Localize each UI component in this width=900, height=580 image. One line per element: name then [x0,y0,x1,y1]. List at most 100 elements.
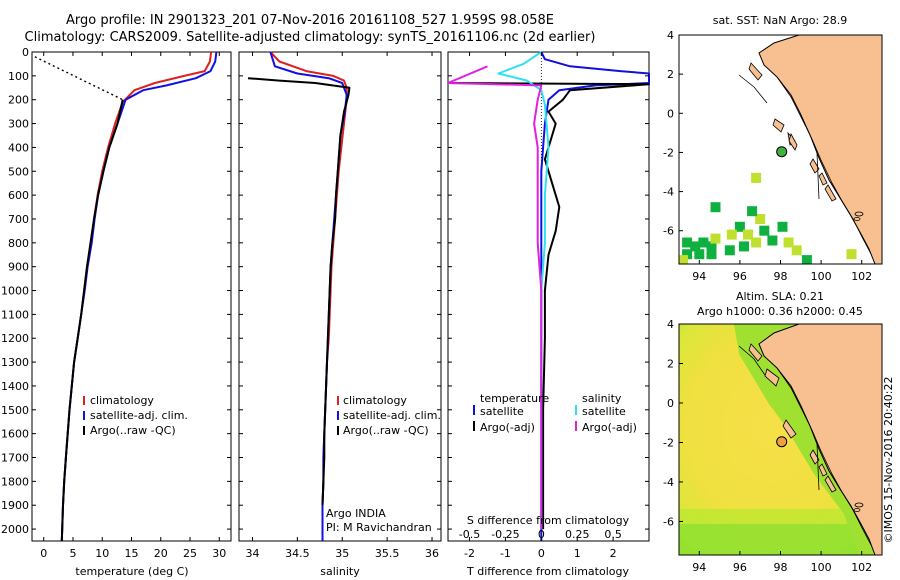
difference-xlabel: T difference from climatology [466,565,629,578]
temperature-axes-frame [31,51,232,542]
salinity-legend-sat: satellite-adj. clim. [343,409,441,422]
temperature-xlabel: temperature (deg C) [75,565,188,578]
depth-tick-label: 200 [8,94,29,107]
sla-map-plot [679,324,882,555]
sst-cell [679,255,689,264]
salinity-panel: 34 34.5 35 35.5 36 salinity climatology sate… [238,51,442,578]
depth-tick-label: 1900 [1,499,29,512]
temperature-legend-clim: climatology [90,394,154,407]
sst-cell [682,249,693,260]
temperature-xtick-label: 10 [95,547,109,560]
sst-cell [751,172,762,183]
sst-cell [690,241,701,252]
difference-series-t-satellite [540,51,650,541]
sst-cell-group [679,172,882,264]
imos-timestamp: ©IMOS 15-Nov-2016 20:40:22 [882,377,895,544]
sst-map-panel: sat. SST: NaN Argo: 28.9 94 96 98 100 102 4 2 0… [663,14,883,283]
sst-ytick-label: 2 [667,68,674,81]
difference-s-tick-label: -0.25 [491,528,519,541]
figure-title-line2: Climatology: CARS2009. Satellite-adjuste… [25,30,596,45]
difference-s-tick-label: 0 [538,528,545,541]
temperature-legend: climatology satellite-adj. clim. Argo(..… [83,394,188,437]
enggano-island-2 [853,217,861,221]
sla-shelf-contour-north [738,345,768,379]
depth-tick-label: 500 [8,165,29,178]
temperature-legend-argo: Argo(..raw -QC) [90,424,176,437]
sla-mentawai-line [816,443,820,491]
salinity-xtick-label: 34.5 [285,547,310,560]
salinity-legend-argo: Argo(..raw -QC) [343,424,429,437]
sst-cell [698,237,709,248]
difference-legend-targo: Argo(-adj) [480,421,535,434]
salinity-series-argo [247,77,351,506]
sla-map-subtitle: Argo h1000: 0.36 h2000: 0.45 [697,305,863,318]
sla-ytick-label: 0 [667,397,674,410]
sst-ytick-label: -6 [663,225,674,238]
sst-cell [706,249,717,260]
temperature-xtick-label: 30 [212,547,226,560]
depth-tick-label: 1100 [1,308,29,321]
difference-series-s-argo [447,65,543,530]
sla-batu-island [782,419,797,439]
difference-series-group [447,51,650,541]
pagai-island [824,184,837,202]
sla-ytick-label: -6 [663,515,674,528]
temperature-xtick-label: 20 [154,547,168,560]
sst-ytick-label: 0 [667,107,674,120]
sst-xtick-label: 100 [811,270,832,283]
sla-field-south [679,524,882,555]
sst-ytick-label: 4 [667,29,674,42]
sst-cell [791,245,802,256]
depth-tick-label: 1400 [1,380,29,393]
sla-xtick-label: 96 [733,561,747,574]
difference-s-tick-label: 0.5 [604,528,622,541]
salinity-xlabel: salinity [320,565,360,578]
temperature-xtick-label: 25 [183,547,197,560]
sst-tick-group: 94 96 98 100 102 4 2 0 -2 -4 -6 [663,29,872,283]
sst-cell [755,214,766,224]
difference-series-t-argo [447,82,650,530]
salinity-xtick-label: 35 [335,547,349,560]
sst-cell [846,249,857,260]
sst-ytick-label: -2 [663,146,674,159]
sla-xtick-label: 94 [692,561,706,574]
sst-cell [759,225,770,236]
sst-cell [777,221,788,232]
sst-map-title: sat. SST: NaN Argo: 28.9 [713,14,847,27]
sla-sipura-island [818,463,828,477]
depth-tick-label: 1600 [1,428,29,441]
sla-ytick-label: -4 [663,476,674,489]
depth-tick-label: 1700 [1,452,29,465]
sst-cell [726,229,737,240]
salinity-xtick-label: 35.5 [375,547,400,560]
difference-panel: -2 -1 0 1 2 -0.5 -0.25 0 0.25 0.5 S difference fr… [447,51,650,578]
sla-ytick-label: 2 [667,357,674,370]
enggano-island [854,211,864,217]
temperature-xtick-label: 0 [40,547,47,560]
temperature-series-argo [60,99,124,542]
difference-xtick-label: 0 [538,547,545,560]
sla-pagai-island [824,475,837,493]
sst-cell [743,229,753,240]
sla-map-panel: Altim. SLA: 0.21 Argo h1000: 0.36 h2000:… [663,290,883,574]
sst-cell [682,237,693,248]
salinity-legend: climatology satellite-adj. clim. Argo(..… [337,394,441,437]
depth-tick-label: 1000 [1,285,29,298]
sst-argo-position-marker [776,146,788,158]
depth-tick-label: 1500 [1,404,29,417]
shelf-contour-north [738,74,768,104]
salinity-legend-clim: climatology [343,394,407,407]
sst-cell [710,202,721,213]
sst-ytick-label: -4 [663,186,674,199]
sla-siberut-island [809,449,820,465]
depth-tick-label: 300 [8,118,29,131]
salinity-series-satellite [269,51,348,541]
difference-legend-temperature-title: temperature [480,392,549,405]
sst-map-plot [679,35,882,264]
temperature-tick-group: 0 5 10 15 20 25 300100200300400500600700800900… [1,46,231,560]
sla-nias-island [764,368,780,387]
sst-cell [694,249,705,260]
difference-xtick-label: 2 [610,547,617,560]
sla-xtick-label: 100 [811,561,832,574]
